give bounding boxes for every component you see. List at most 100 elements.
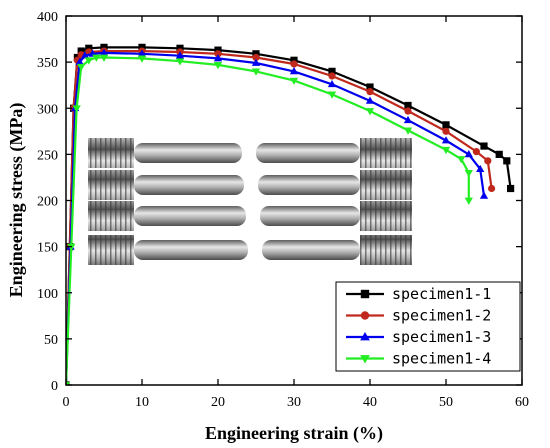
x-tick-label: 50: [439, 395, 453, 410]
legend-item: specimen1-1: [346, 285, 491, 303]
data-point: [328, 72, 336, 80]
data-point: [442, 127, 450, 135]
legend-label: specimen1-2: [392, 307, 491, 325]
y-tick-label: 0: [51, 379, 58, 394]
legend-marker: [360, 311, 370, 320]
data-point: [472, 148, 480, 156]
data-point: [488, 184, 496, 193]
data-point: [99, 54, 109, 62]
data-point: [137, 49, 147, 57]
data-point: [252, 53, 260, 62]
specimen-right-thread: [360, 138, 412, 168]
data-point: [327, 79, 337, 88]
specimen-right-gauge: [256, 143, 360, 163]
y-tick-label: 400: [37, 10, 58, 25]
specimen-right-thread: [360, 170, 412, 200]
y-axis-label: Engineering stress (MPa): [6, 103, 27, 298]
specimen-left-gauge: [134, 143, 242, 163]
data-point: [77, 63, 86, 72]
data-point: [80, 51, 90, 59]
data-point: [252, 50, 260, 58]
y-tick-label: 350: [37, 56, 58, 71]
specimen-left-gauge: [134, 206, 246, 226]
data-point: [290, 60, 298, 68]
specimen-right-thread: [360, 201, 412, 231]
data-point: [175, 58, 185, 66]
data-point: [175, 51, 185, 59]
data-point: [503, 157, 511, 165]
data-point: [464, 150, 473, 158]
data-point: [464, 169, 473, 178]
specimen-photo: [86, 126, 420, 276]
series-specimen1-4: [66, 54, 473, 385]
data-point: [403, 115, 413, 124]
data-point: [290, 56, 298, 64]
data-point: [289, 67, 299, 75]
y-tick-label: 200: [37, 195, 58, 210]
data-point: [441, 136, 451, 144]
legend-marker: [360, 289, 370, 299]
data-point: [137, 55, 147, 63]
data-point: [479, 191, 489, 199]
data-point: [85, 44, 93, 52]
specimen-right-gauge: [258, 175, 360, 195]
y-tick-label: 100: [37, 287, 58, 302]
legend-item: specimen1-2: [346, 307, 491, 325]
data-point: [213, 62, 223, 70]
data-point: [476, 164, 485, 173]
data-point: [366, 83, 374, 91]
specimen-right-gauge: [260, 206, 360, 226]
data-point: [457, 156, 466, 164]
legend: specimen1-1 specimen1-2 specimen1-3 specime…: [335, 281, 521, 372]
legend-label: specimen1-1: [392, 285, 491, 303]
x-tick-label: 60: [515, 395, 529, 410]
legend-marker: [360, 331, 370, 341]
y-tick-label: 150: [37, 241, 58, 256]
data-point: [214, 50, 222, 58]
data-point: [404, 101, 412, 110]
data-point: [404, 107, 412, 115]
data-point: [67, 243, 76, 251]
data-point: [72, 105, 81, 113]
data-point: [251, 58, 261, 66]
data-point: [99, 48, 109, 56]
specimen-right-thread: [360, 235, 412, 265]
specimen-left-thread: [88, 201, 134, 231]
data-point: [176, 44, 184, 52]
specimen-left-thread: [88, 138, 134, 168]
data-point: [403, 127, 413, 135]
x-tick-label: 40: [363, 395, 377, 410]
data-point: [442, 121, 450, 129]
data-point: [328, 67, 336, 75]
legend-marker: [360, 355, 370, 364]
x-tick-label: 20: [211, 395, 225, 410]
data-point: [75, 57, 84, 66]
data-point: [365, 96, 375, 104]
legend-item: specimen1-4: [346, 350, 491, 368]
specimen-left-gauge: [134, 175, 244, 195]
data-point: [138, 43, 146, 51]
x-tick-label: 30: [287, 395, 301, 410]
x-axis-label: Engineering strain (%): [205, 423, 383, 444]
x-tick-label: 0: [63, 395, 70, 410]
data-point: [84, 57, 93, 65]
data-point: [92, 54, 101, 62]
legend-label: specimen1-3: [392, 328, 491, 346]
data-point: [251, 68, 261, 76]
data-point: [213, 54, 223, 62]
data-point: [441, 146, 451, 155]
x-tick-label: 10: [135, 395, 149, 410]
data-point: [327, 91, 337, 99]
specimen-left-thread: [88, 170, 134, 200]
y-tick-label: 50: [44, 333, 58, 348]
data-point: [366, 88, 374, 96]
data-point: [464, 197, 473, 205]
data-point: [100, 43, 108, 51]
legend-label: specimen1-4: [392, 350, 491, 368]
y-tick-label: 250: [37, 148, 58, 163]
data-point: [507, 184, 515, 193]
specimen-left-gauge: [134, 240, 248, 260]
data-point: [214, 46, 222, 54]
data-point: [365, 108, 375, 116]
